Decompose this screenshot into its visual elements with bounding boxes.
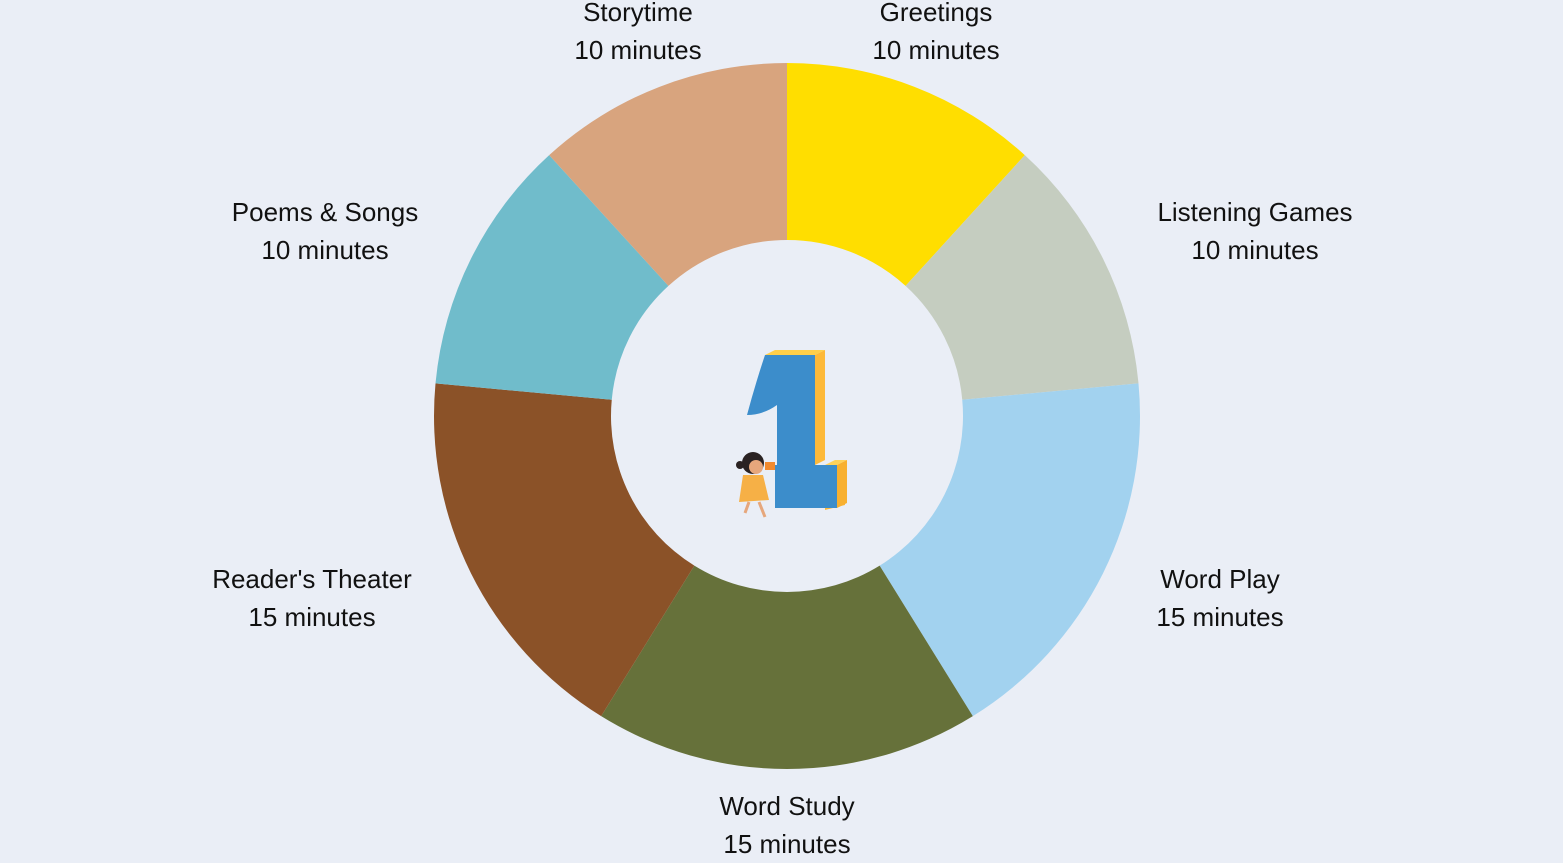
slice-listening-games bbox=[905, 155, 1139, 400]
slice-name: Reader's Theater bbox=[212, 564, 412, 594]
slice-label-poems-songs: Poems & Songs 10 minutes bbox=[232, 193, 418, 269]
slice-word-study bbox=[601, 565, 973, 770]
slice-label-word-play: Word Play 15 minutes bbox=[1156, 560, 1283, 636]
slice-storytime bbox=[549, 63, 787, 286]
slice-greetings bbox=[787, 63, 1025, 286]
center-illustration-icon bbox=[736, 350, 847, 518]
slice-name: Storytime bbox=[583, 0, 693, 27]
slice-value: 15 minutes bbox=[248, 602, 376, 632]
slice-label-readers-theater: Reader's Theater 15 minutes bbox=[212, 560, 412, 636]
slice-value: 10 minutes bbox=[261, 235, 389, 265]
slice-name: Word Study bbox=[719, 791, 855, 821]
slice-poems-songs bbox=[435, 155, 669, 400]
slice-value: 15 minutes bbox=[723, 829, 851, 859]
slice-label-storytime: Storytime 10 minutes bbox=[574, 0, 701, 69]
slice-value: 15 minutes bbox=[1156, 602, 1284, 632]
slice-name: Poems & Songs bbox=[231, 197, 419, 227]
slice-reader-s-theater bbox=[434, 383, 695, 717]
slice-name: Greetings bbox=[879, 0, 993, 27]
slice-label-greetings: Greetings 10 minutes bbox=[872, 0, 999, 69]
slice-value: 10 minutes bbox=[872, 35, 1000, 65]
slice-name: Listening Games bbox=[1157, 197, 1353, 227]
slice-name: Word Play bbox=[1160, 564, 1280, 594]
slice-label-word-study: Word Study 15 minutes bbox=[719, 787, 854, 863]
slice-value: 10 minutes bbox=[574, 35, 702, 65]
slice-value: 10 minutes bbox=[1191, 235, 1319, 265]
slice-label-listening-games: Listening Games 10 minutes bbox=[1157, 193, 1352, 269]
slice-word-play bbox=[879, 383, 1140, 717]
